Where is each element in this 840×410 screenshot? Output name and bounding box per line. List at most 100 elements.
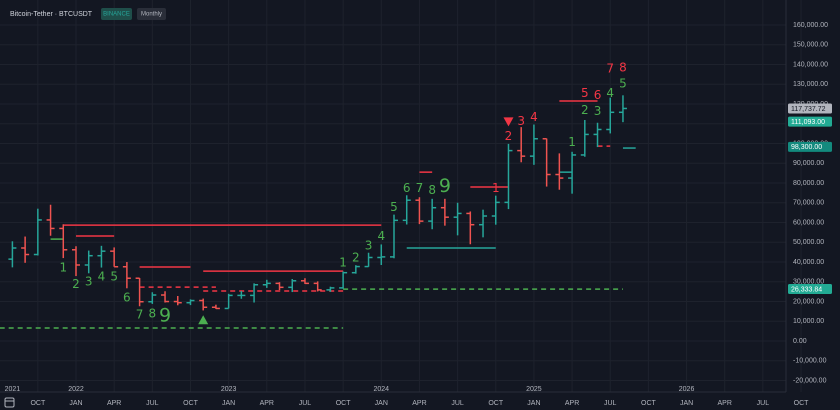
x-tick-label: JUL	[757, 400, 770, 407]
ohlc-bar	[542, 138, 551, 187]
td-count: 3	[85, 274, 93, 288]
exchange-badge	[101, 8, 132, 20]
x-tick-label: APR	[107, 400, 121, 407]
x-tick-label: APR	[260, 400, 274, 407]
ohlc-bar	[428, 198, 437, 230]
y-tick-label: 10,000.00	[793, 318, 824, 325]
ohlc-bar	[326, 286, 335, 292]
ohlc-bar	[479, 209, 488, 238]
td-count: 2	[72, 277, 80, 291]
td-count: 9	[439, 175, 451, 197]
year-label: 2022	[68, 386, 84, 393]
td-count: 8	[148, 306, 156, 320]
ohlc-bar	[313, 281, 322, 292]
ohlc-bar	[250, 283, 259, 303]
td-count: 6	[403, 181, 411, 195]
td-count: 8	[428, 183, 436, 197]
x-tick-label: OCT	[30, 400, 46, 407]
td-count: 3	[517, 114, 525, 128]
x-tick-label: OCT	[794, 400, 810, 407]
td-count: 5	[619, 77, 627, 91]
x-tick-label: JUL	[299, 400, 312, 407]
ohlc-bar	[110, 247, 119, 268]
x-tick-label: JUL	[604, 400, 617, 407]
x-tick-label: JAN	[680, 400, 693, 407]
price-tag	[788, 141, 832, 152]
x-tick-label: OCT	[488, 400, 504, 407]
ohlc-bar	[237, 291, 246, 299]
price-tag-label: 26,333.84	[791, 286, 822, 293]
y-tick-label: 140,000.00	[793, 61, 828, 68]
ohlc-bar	[440, 198, 449, 226]
exchange: BINANCE	[103, 12, 130, 18]
price-tag	[788, 103, 832, 114]
ohlc-bar	[84, 250, 93, 274]
y-tick-label: -20,000.00	[793, 377, 827, 384]
ohlc-bar	[161, 291, 170, 303]
ohlc-bar	[8, 241, 17, 268]
ohlc-bar	[606, 97, 615, 134]
interval: Monthly	[141, 12, 162, 18]
y-tick-label: 80,000.00	[793, 180, 824, 187]
td-count: 7	[416, 181, 424, 195]
td-count: 2	[352, 251, 360, 265]
price-tag	[788, 116, 832, 127]
ohlc-bar	[466, 211, 475, 245]
td-count: 4	[377, 229, 385, 243]
ohlc-bar	[415, 197, 424, 225]
ohlc-bar	[224, 293, 233, 310]
x-tick-label: JAN	[527, 400, 540, 407]
ohlc-bar	[186, 299, 195, 306]
header: Bitcoin-Tether · BTCUSDT BINANCE Monthly	[10, 8, 166, 20]
ohlc-bar	[97, 245, 106, 268]
year-label: 2024	[373, 386, 389, 393]
symbol: Bitcoin-Tether · BTCUSDT	[10, 11, 93, 18]
ohlc-bar	[148, 292, 157, 304]
x-tick-label: OCT	[336, 400, 352, 407]
price-tag	[788, 284, 832, 295]
y-tick-label: 150,000.00	[793, 42, 828, 49]
td-count: 7	[136, 307, 144, 321]
y-tick-label: 70,000.00	[793, 200, 824, 207]
ohlc-bar	[135, 277, 144, 307]
price-tag-label: 98,300.00	[791, 144, 822, 151]
signal-marker	[503, 117, 514, 127]
td-count: 3	[594, 104, 602, 118]
x-tick-label: APR	[718, 400, 732, 407]
td-count: 1	[59, 260, 67, 274]
calendar-frame[interactable]	[4, 397, 15, 408]
price-tag-label: 111,093.00	[791, 119, 825, 126]
td-count: 4	[98, 269, 106, 283]
ohlc-bar	[275, 282, 284, 291]
x-tick-label: OCT	[641, 400, 657, 407]
y-tick-label: 20,000.00	[793, 298, 824, 305]
td-count: 9	[159, 304, 171, 326]
td-count: 5	[390, 200, 398, 214]
x-tick-label: APR	[412, 400, 426, 407]
ohlc-bar	[288, 279, 297, 293]
ohlc-bar	[402, 195, 411, 225]
ohlc-bar	[364, 252, 373, 268]
td-count: 1	[339, 256, 347, 270]
ohlc-bar	[59, 224, 68, 259]
signal-marker	[198, 315, 209, 325]
year-label: 2026	[679, 386, 695, 393]
ohlc-bar	[211, 304, 220, 310]
td-count: 5	[581, 86, 589, 100]
td-count: 7	[606, 62, 614, 76]
ohlc-bar	[453, 202, 462, 236]
y-tick-label: 30,000.00	[793, 279, 824, 286]
td-count: 6	[123, 290, 131, 304]
td-count: 2	[505, 129, 513, 143]
ohlc-bar	[568, 151, 577, 194]
ohlc-bar	[504, 143, 513, 210]
y-tick-label: 160,000.00	[793, 22, 828, 29]
x-tick-label: JUL	[451, 400, 464, 407]
td-count: 8	[619, 61, 627, 75]
y-tick-label: 50,000.00	[793, 239, 824, 246]
x-tick-label: JUL	[146, 400, 159, 407]
x-tick-label: APR	[565, 400, 579, 407]
calendar-icon[interactable]	[4, 397, 15, 408]
